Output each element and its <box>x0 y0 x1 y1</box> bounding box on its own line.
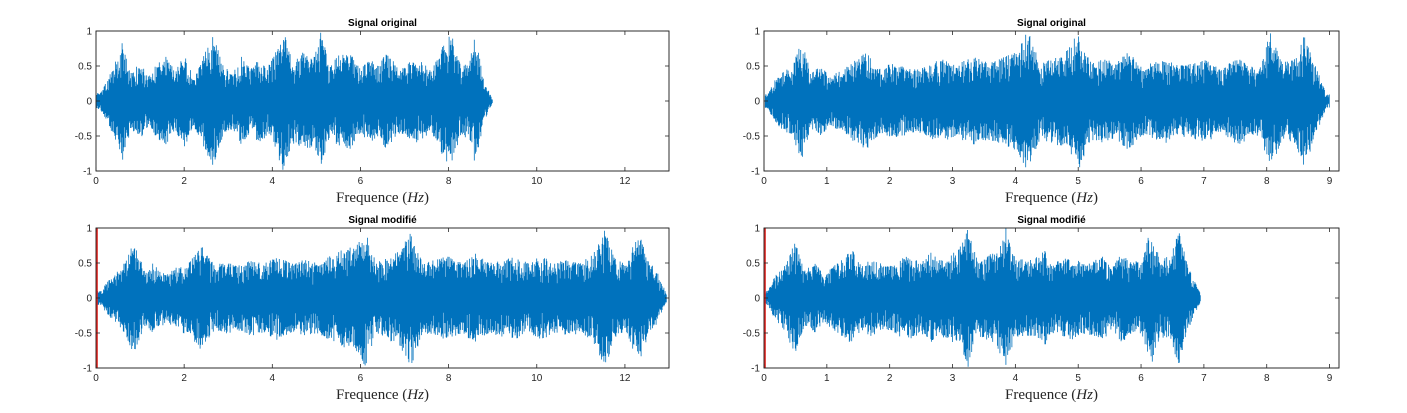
x-axis-label: Frequence (Hz) <box>1005 387 1098 403</box>
x-tick-label: 2 <box>887 176 893 187</box>
y-tick-label: 0.5 <box>78 259 92 270</box>
x-axis-label-unit: Hz <box>406 190 424 206</box>
y-tick-label: -1 <box>751 364 760 375</box>
signal-waveform <box>764 33 1330 168</box>
panel-bottom-right: 0 1 2 3 4 5 6 7 8 9 1 0.5 0 -0.5 -1 Signal modifié Frequ… <box>743 215 1340 403</box>
x-tick-label: 8 <box>446 176 452 187</box>
x-axis-label-unit: Hz <box>406 387 424 403</box>
x-tick-label: 9 <box>1327 373 1333 384</box>
y-tick-label: 1 <box>86 27 92 38</box>
x-tick-label: 2 <box>887 373 893 384</box>
y-tick-label: 1 <box>754 27 760 38</box>
y-tick-label: -1 <box>751 167 760 178</box>
x-axis-label-text: Frequence <box>336 387 402 403</box>
x-tick-label: 2 <box>181 373 187 384</box>
x-tick-label: 8 <box>446 373 452 384</box>
plot-frame <box>763 227 1340 369</box>
x-tick-label: 3 <box>950 176 956 187</box>
x-axis-label-paren-open: ( <box>402 387 407 403</box>
y-tick-label: 0 <box>86 97 92 108</box>
y-tick-label: -0.5 <box>75 132 93 143</box>
x-tick-label: 5 <box>1075 176 1081 187</box>
x-axis-label-paren-close: ) <box>1093 387 1098 403</box>
x-tick-label: 10 <box>531 373 543 384</box>
x-axis-label: Frequence (Hz) <box>1005 190 1098 206</box>
y-tick-label: 1 <box>754 224 760 235</box>
x-axis-label-unit: Hz <box>1075 190 1093 206</box>
x-tick-label: 6 <box>358 373 364 384</box>
x-axis-label-unit: Hz <box>1075 387 1093 403</box>
x-tick-label: 7 <box>1201 373 1207 384</box>
x-axis-label-text: Frequence <box>1005 387 1071 403</box>
y-tick-label: 1 <box>86 224 92 235</box>
x-axis-label-paren-close: ) <box>424 190 429 206</box>
x-tick-label: 12 <box>619 176 631 187</box>
plot-frame <box>95 30 670 172</box>
y-tick-label: 0.5 <box>78 62 92 73</box>
x-tick-label: 9 <box>1327 176 1333 187</box>
panel-title: Signal original <box>1017 18 1086 29</box>
y-tick-label: -0.5 <box>743 329 761 340</box>
y-tick-label: -1 <box>83 364 92 375</box>
x-tick-label: 6 <box>1138 176 1144 187</box>
x-tick-label: 0 <box>93 176 99 187</box>
panel-bottom-left: 0 2 4 6 8 10 12 1 0.5 0 -0.5 -1 Signal modifié Freque… <box>75 215 670 403</box>
y-tick-label: -0.5 <box>743 132 761 143</box>
x-axis-label: Frequence (Hz) <box>336 387 429 403</box>
x-tick-label: 4 <box>270 176 276 187</box>
y-tick-label: -0.5 <box>75 329 93 340</box>
x-tick-label: 1 <box>824 176 830 187</box>
x-tick-label: 0 <box>761 176 767 187</box>
x-tick-label: 5 <box>1075 373 1081 384</box>
x-tick-label: 6 <box>358 176 364 187</box>
plot-frame <box>95 227 670 369</box>
x-tick-label: 8 <box>1264 373 1270 384</box>
x-tick-label: 0 <box>761 373 767 384</box>
x-tick-label: 8 <box>1264 176 1270 187</box>
y-tick-label: -1 <box>83 167 92 178</box>
panel-title: Signal original <box>348 18 417 29</box>
x-axis-label-paren-open: ( <box>402 190 407 206</box>
y-tick-label: 0 <box>754 294 760 305</box>
x-tick-label: 2 <box>181 176 187 187</box>
x-tick-label: 12 <box>619 373 631 384</box>
x-tick-label: 10 <box>531 176 543 187</box>
x-axis-label-paren-close: ) <box>1093 190 1098 206</box>
panel-top-right: 0 1 2 3 4 5 6 7 8 9 1 0.5 0 -0.5 -1 Signal original Freq… <box>743 18 1340 206</box>
panel-top-left: 0 2 4 6 8 10 12 1 0.5 0 -0.5 -1 Signal original Frequ… <box>75 18 670 206</box>
x-axis-label: Frequence (Hz) <box>336 190 429 206</box>
x-tick-label: 0 <box>93 373 99 384</box>
x-axis-label-paren-open: ( <box>1071 387 1076 403</box>
x-axis-label-paren-open: ( <box>1071 190 1076 206</box>
x-axis-label-paren-close: ) <box>424 387 429 403</box>
x-tick-label: 6 <box>1138 373 1144 384</box>
x-tick-label: 3 <box>950 373 956 384</box>
x-tick-label: 4 <box>270 373 276 384</box>
plot-frame <box>763 30 1340 172</box>
y-tick-label: 0.5 <box>746 62 760 73</box>
x-tick-label: 4 <box>1013 373 1019 384</box>
x-tick-label: 1 <box>824 373 830 384</box>
y-tick-label: 0 <box>754 97 760 108</box>
x-tick-label: 4 <box>1013 176 1019 187</box>
panel-title: Signal modifié <box>348 215 417 226</box>
y-tick-label: 0.5 <box>746 259 760 270</box>
signal-waveform <box>96 32 493 170</box>
x-tick-label: 7 <box>1201 176 1207 187</box>
y-tick-label: 0 <box>86 294 92 305</box>
panel-title: Signal modifié <box>1017 215 1086 226</box>
x-axis-label-text: Frequence <box>1005 190 1071 206</box>
x-axis-label-text: Frequence <box>336 190 402 206</box>
